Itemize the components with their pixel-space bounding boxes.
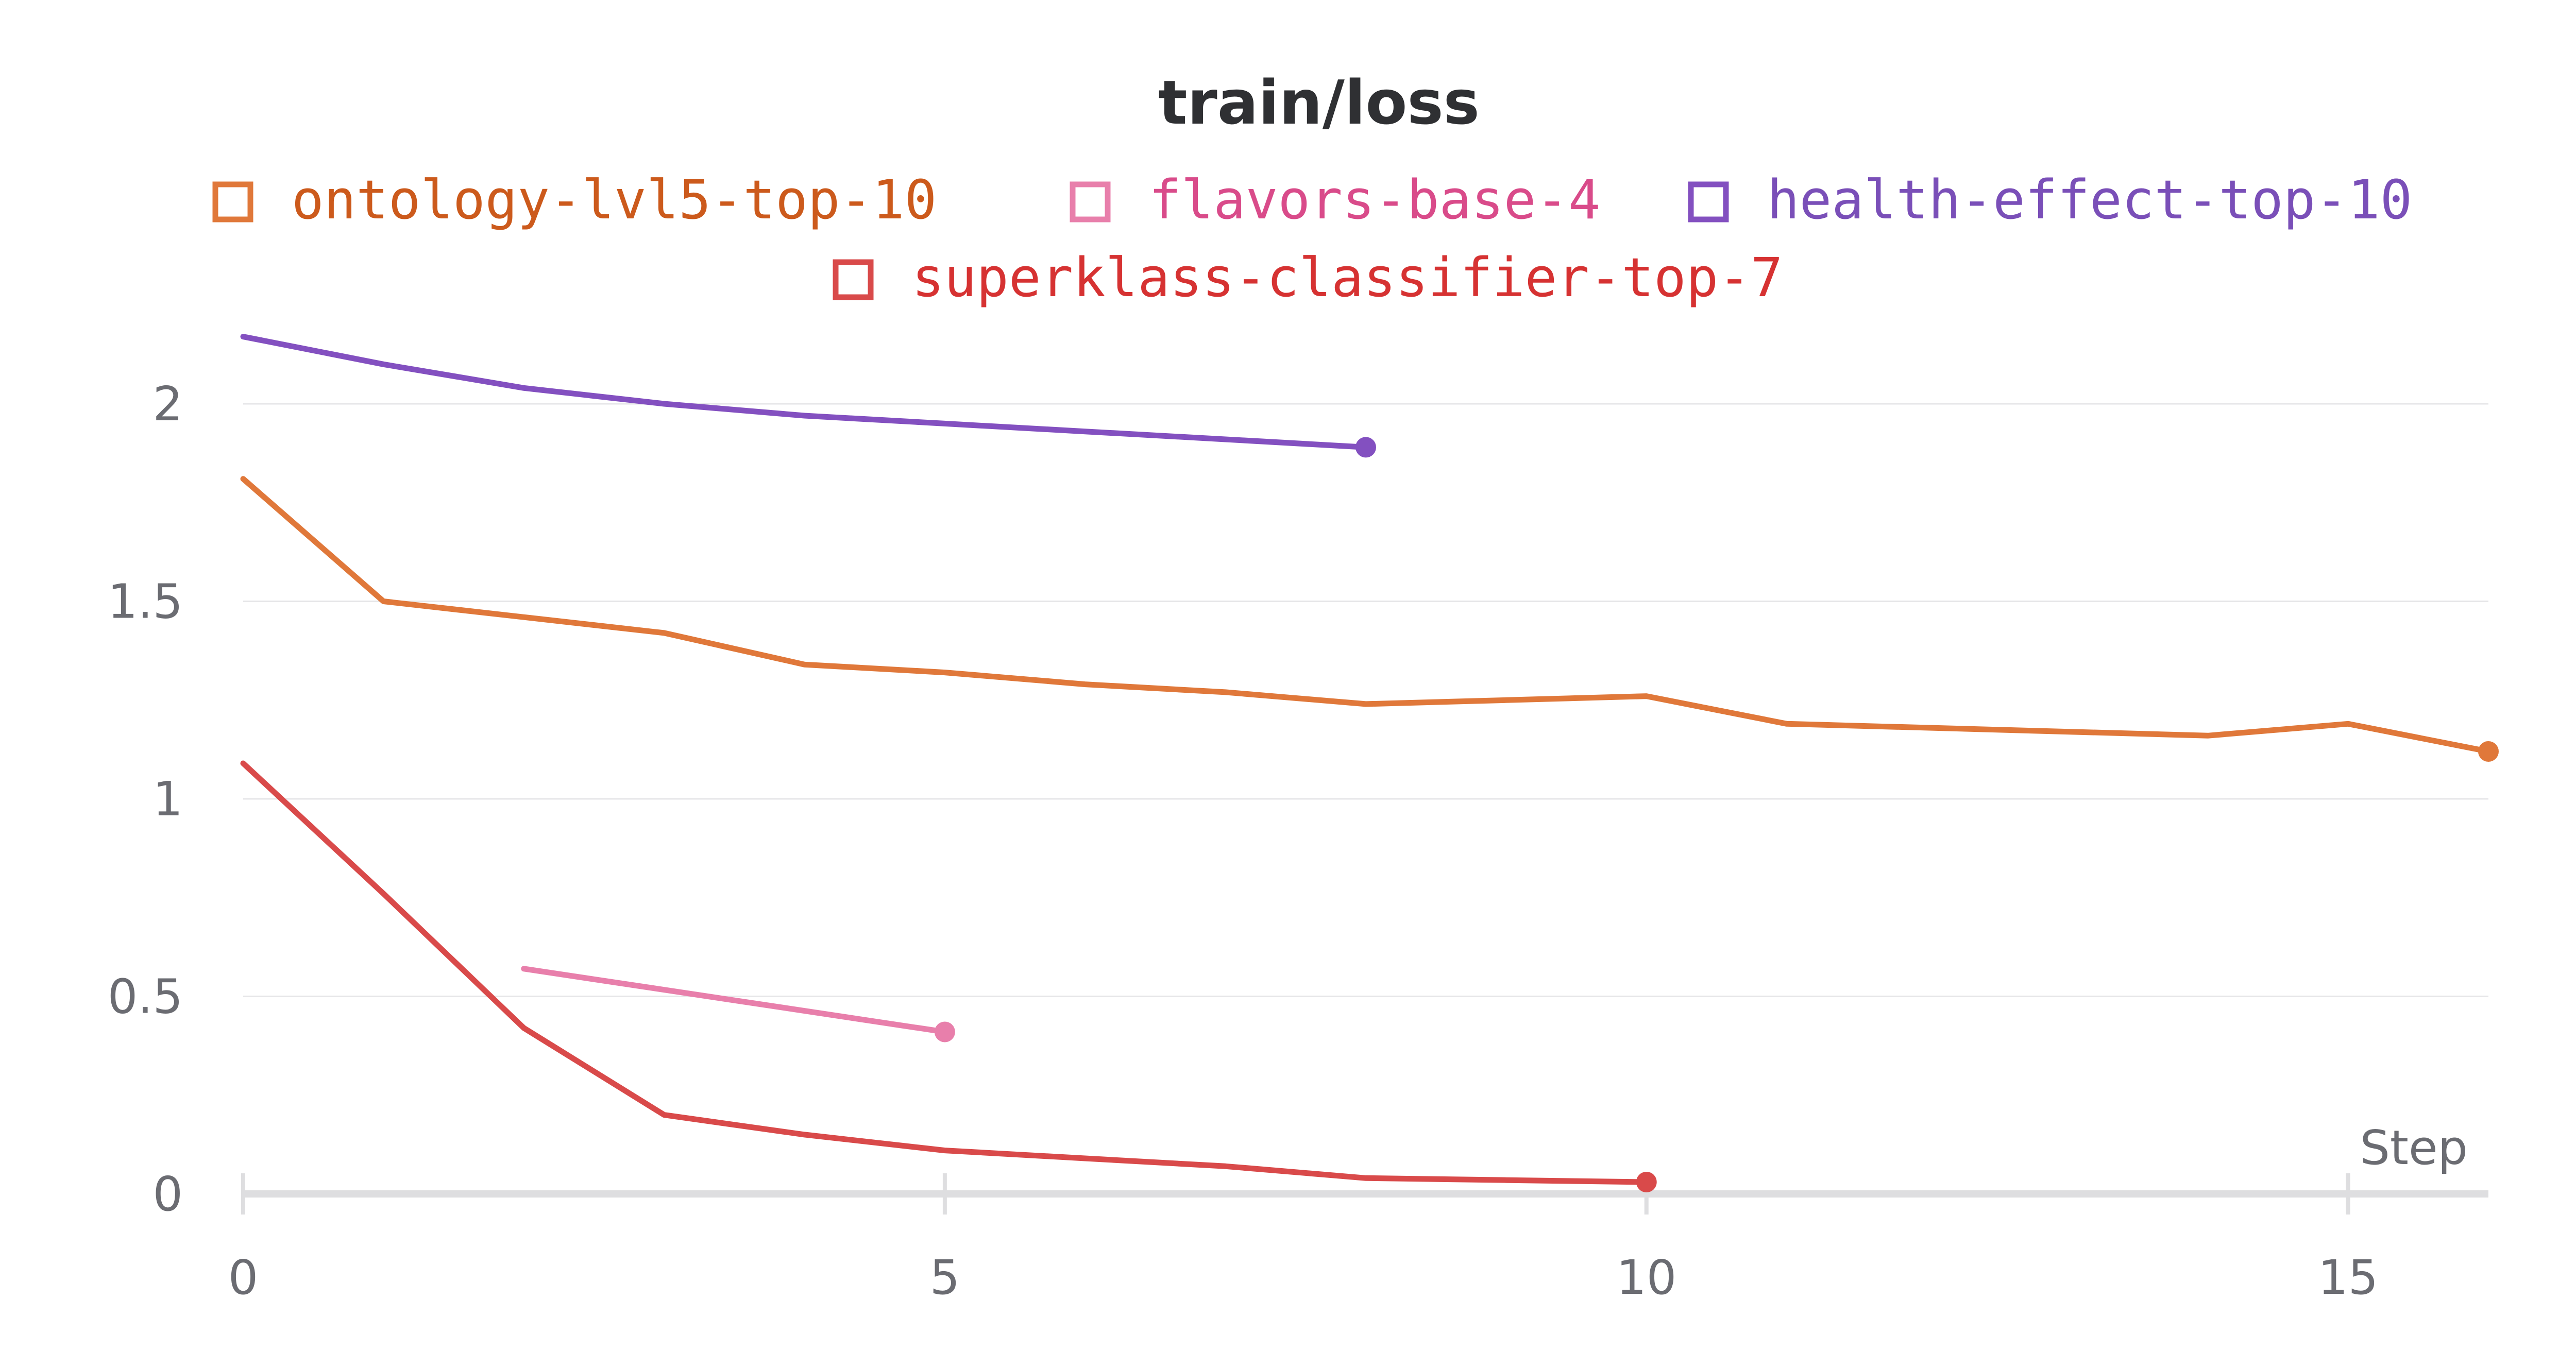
legend-item[interactable]: health-effect-top-10: [1688, 168, 2412, 231]
chart-title: train/loss: [1158, 67, 1480, 138]
legend-item[interactable]: flavors-base-4: [1070, 168, 1601, 231]
y-tick-label: 1: [152, 772, 183, 827]
legend-label: ontology-lvl5-top-10: [292, 168, 937, 231]
series-end-point: [1636, 1171, 1657, 1192]
y-tick-label: 0: [152, 1167, 183, 1222]
series-line: [240, 476, 2492, 755]
y-tick-label: 0.5: [108, 969, 183, 1024]
x-axis: 0 5 10 15: [228, 1173, 2488, 1305]
x-tick-label: 10: [1616, 1250, 1676, 1305]
series-end-point: [2478, 741, 2499, 762]
legend-swatch: [212, 181, 253, 223]
x-axis-label: Step: [2360, 1120, 2468, 1175]
x-tick-label: 15: [2318, 1250, 2378, 1305]
legend: ontology-lvl5-top-10 flavors-base-4 health…: [212, 168, 2412, 309]
series-end-point: [1355, 437, 1376, 458]
plot-area: [240, 334, 2499, 1192]
y-axis: 0 0.5 1 1.5 2: [108, 377, 183, 1222]
legend-item[interactable]: superklass-classifier-top-7: [833, 246, 1783, 309]
legend-swatch: [1688, 181, 1729, 223]
legend-item[interactable]: ontology-lvl5-top-10: [212, 168, 937, 231]
legend-label: superklass-classifier-top-7: [912, 246, 1783, 309]
gridlines: [243, 403, 2488, 997]
legend-label: health-effect-top-10: [1767, 168, 2412, 231]
series-end-point: [934, 1021, 955, 1042]
x-tick-label: 5: [930, 1250, 960, 1305]
legend-label: flavors-base-4: [1149, 168, 1601, 231]
legend-swatch: [1070, 181, 1111, 223]
series-line: [240, 760, 1650, 1185]
x-tick-label: 0: [228, 1250, 259, 1305]
y-tick-label: 2: [152, 377, 183, 432]
series-line: [240, 334, 1369, 450]
y-tick-label: 1.5: [108, 574, 183, 629]
series-line: [521, 966, 948, 1035]
legend-swatch: [833, 259, 874, 300]
